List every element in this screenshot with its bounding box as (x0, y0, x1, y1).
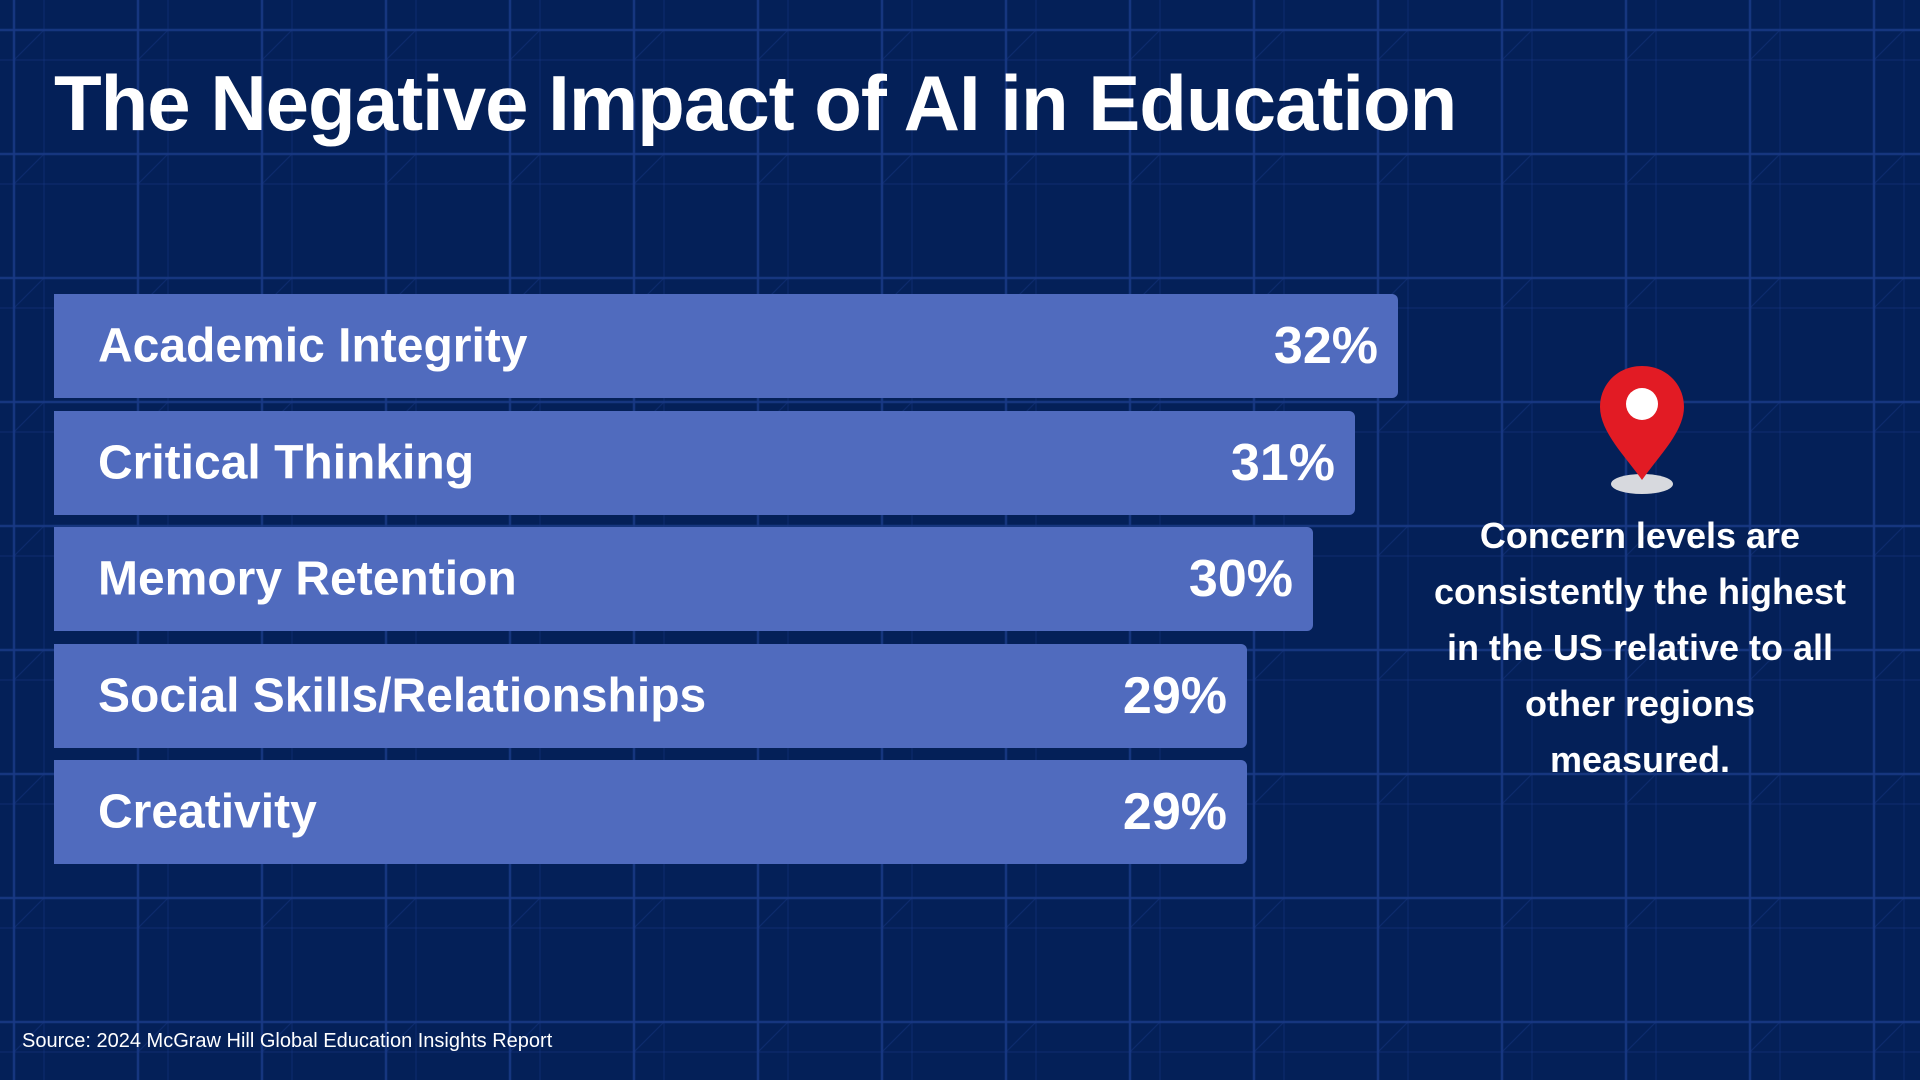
bar-creativity: Creativity 29% (54, 760, 1247, 864)
bar-label: Creativity (98, 785, 317, 839)
callout-text: Concern levels are consistently the high… (1433, 515, 1847, 780)
bar-label: Memory Retention (98, 552, 517, 606)
bar-social-skills-relationships: Social Skills/Relationships 29% (54, 643, 1247, 748)
bar-label: Social Skills/Relationships (98, 669, 707, 722)
bar-memory-retention: Memory Retention 30% (54, 527, 1313, 631)
pin-body (1600, 366, 1684, 480)
bar-value-label: 30% (1188, 550, 1293, 608)
map-pin-icon (1600, 366, 1684, 494)
bar-value-label: 29% (1122, 783, 1227, 841)
bar-value-label: 31% (1230, 433, 1335, 492)
bar-critical-thinking: Critical Thinking 31% (54, 410, 1355, 515)
pin-shadow (1611, 474, 1673, 494)
bar-label: Critical Thinking (98, 436, 475, 489)
bar-value-label: 29% (1122, 666, 1227, 725)
bar-academic-integrity: Academic Integrity 32% (54, 294, 1398, 398)
pin-dot (1626, 388, 1658, 420)
source-note: Source: 2024 McGraw Hill Global Educatio… (22, 1030, 553, 1052)
bar-label: Academic Integrity (98, 319, 528, 373)
bar-value-label: 32% (1273, 317, 1378, 375)
chart-title: The Negative Impact of AI in Education (54, 59, 1457, 147)
